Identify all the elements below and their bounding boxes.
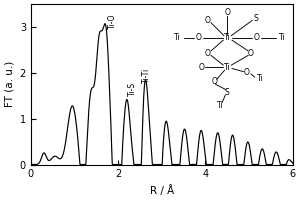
Text: Ti-S: Ti-S <box>128 82 137 96</box>
Text: Ti-O: Ti-O <box>108 14 117 29</box>
Text: Ti-Ti: Ti-Ti <box>142 68 151 83</box>
X-axis label: R / Å: R / Å <box>150 185 174 196</box>
Y-axis label: FT (a. u.): FT (a. u.) <box>4 61 14 107</box>
